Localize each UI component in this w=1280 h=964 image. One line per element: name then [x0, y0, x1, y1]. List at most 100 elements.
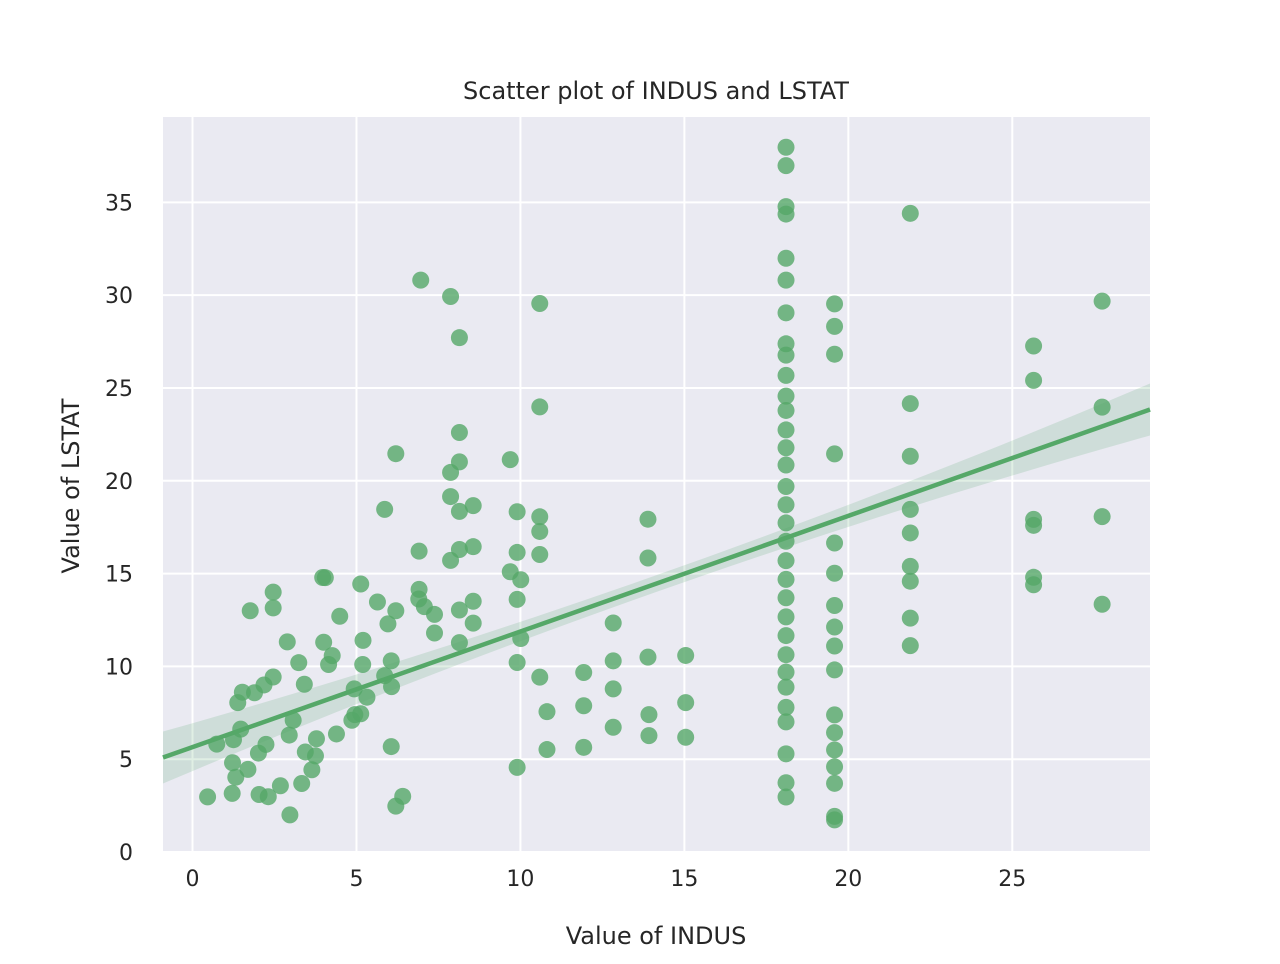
- data-point: [352, 575, 370, 593]
- data-point: [777, 552, 795, 570]
- data-point: [777, 678, 795, 696]
- data-point: [826, 564, 844, 582]
- x-tick-labels: 0 5 10 15 20 25: [186, 867, 1027, 892]
- data-point: [426, 624, 444, 642]
- data-point: [777, 496, 795, 514]
- data-point: [901, 204, 919, 222]
- data-point: [512, 571, 530, 589]
- data-point: [224, 754, 242, 772]
- data-point: [826, 811, 844, 829]
- data-point: [538, 703, 556, 721]
- y-tick-label: 10: [105, 655, 133, 680]
- data-point: [826, 661, 844, 679]
- data-point: [387, 445, 405, 463]
- data-point: [1025, 371, 1043, 389]
- data-point: [575, 738, 593, 756]
- data-point: [826, 758, 844, 776]
- data-point: [354, 631, 372, 649]
- data-point: [677, 646, 695, 664]
- data-point: [639, 648, 657, 666]
- data-point: [464, 592, 482, 610]
- data-point: [901, 557, 919, 575]
- data-point: [777, 387, 795, 405]
- data-point: [508, 543, 526, 561]
- chart-title: Scatter plot of INDUS and LSTAT: [463, 77, 849, 105]
- data-point: [442, 287, 460, 305]
- y-tick-label: 20: [105, 470, 133, 495]
- data-point: [531, 398, 549, 416]
- x-axis-label: Value of INDUS: [566, 922, 747, 950]
- data-point: [777, 608, 795, 626]
- data-point: [412, 271, 430, 289]
- data-point: [826, 345, 844, 363]
- data-point: [1093, 292, 1111, 310]
- data-point: [901, 500, 919, 518]
- data-point: [777, 249, 795, 267]
- data-point: [508, 758, 526, 776]
- data-point: [901, 609, 919, 627]
- data-point: [901, 395, 919, 413]
- data-point: [901, 524, 919, 542]
- y-tick-labels: 0 5 10 15 20 25 30 35: [105, 191, 133, 866]
- y-tick-label: 5: [119, 748, 133, 773]
- data-point: [1025, 576, 1043, 594]
- data-points: [199, 138, 1111, 829]
- data-point: [531, 545, 549, 563]
- data-point: [777, 514, 795, 532]
- data-point: [777, 366, 795, 384]
- data-point: [677, 694, 695, 712]
- data-point: [777, 157, 795, 175]
- data-point: [1093, 508, 1111, 526]
- data-point: [604, 614, 622, 632]
- data-point: [1025, 337, 1043, 355]
- data-point: [826, 724, 844, 742]
- data-point: [508, 653, 526, 671]
- data-point: [264, 668, 282, 686]
- data-point: [354, 656, 372, 674]
- data-point: [777, 271, 795, 289]
- data-point: [199, 788, 217, 806]
- data-point: [508, 503, 526, 521]
- data-point: [826, 774, 844, 792]
- data-point: [450, 453, 468, 471]
- data-point: [826, 597, 844, 615]
- data-point: [777, 713, 795, 731]
- regression-fit: [162, 383, 1151, 784]
- data-point: [777, 346, 795, 364]
- x-tick-label: 5: [349, 867, 363, 892]
- data-point: [901, 572, 919, 590]
- data-point: [777, 439, 795, 457]
- data-point: [450, 502, 468, 520]
- data-point: [901, 637, 919, 655]
- data-point: [777, 421, 795, 439]
- data-point: [293, 775, 311, 793]
- data-point: [1025, 516, 1043, 534]
- data-point: [604, 718, 622, 736]
- data-point: [376, 500, 394, 518]
- data-point: [777, 304, 795, 322]
- data-point: [358, 688, 376, 706]
- data-point: [1093, 398, 1111, 416]
- data-point: [604, 680, 622, 698]
- data-point: [450, 601, 468, 619]
- y-tick-label: 30: [105, 284, 133, 309]
- data-point: [826, 534, 844, 552]
- data-point: [464, 497, 482, 515]
- data-point: [826, 706, 844, 724]
- data-point: [777, 478, 795, 496]
- data-point: [382, 652, 400, 670]
- data-point: [307, 730, 325, 748]
- x-tick-label: 10: [506, 867, 534, 892]
- data-point: [306, 747, 324, 765]
- data-point: [281, 806, 299, 824]
- data-point: [259, 788, 277, 806]
- data-point: [450, 634, 468, 652]
- data-point: [264, 599, 282, 617]
- data-point: [233, 683, 251, 701]
- data-point: [826, 295, 844, 313]
- data-point: [271, 777, 289, 795]
- data-point: [315, 633, 333, 651]
- data-point: [777, 646, 795, 664]
